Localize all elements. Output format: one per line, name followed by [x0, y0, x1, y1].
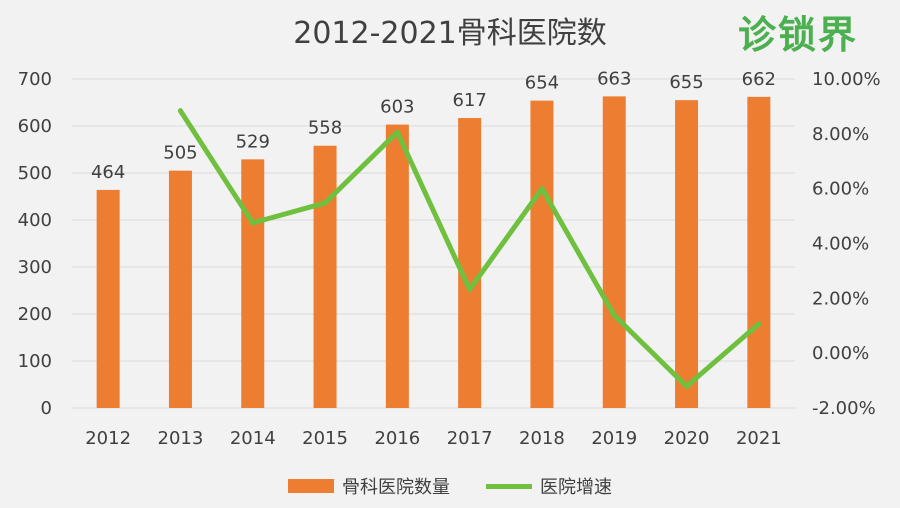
left-tick-label: 200: [18, 304, 52, 325]
x-tick-label: 2015: [302, 428, 348, 449]
legend-swatch-line: [486, 483, 532, 489]
bar[interactable]: [602, 96, 626, 408]
line-point[interactable]: [611, 312, 617, 318]
x-tick-label: 2013: [158, 428, 204, 449]
bar[interactable]: [241, 159, 265, 408]
bar-data-label: 464: [91, 162, 125, 183]
bar-data-label: 654: [525, 73, 559, 94]
bar-data-label: 617: [452, 90, 486, 111]
line-point[interactable]: [250, 220, 256, 226]
left-tick-label: 100: [18, 351, 52, 372]
right-tick-label: 10.00%: [812, 69, 881, 90]
legend-label-bar: 骨科医院数量: [342, 477, 450, 498]
bar-data-label: 663: [597, 68, 631, 89]
bar-data-label: 505: [163, 143, 197, 164]
bar-data-label: 558: [308, 118, 342, 139]
bar[interactable]: [385, 124, 409, 408]
left-tick-label: 700: [18, 69, 52, 90]
bar-data-labels: 464 505 529 558 603 617 654 663 655 662: [91, 68, 776, 183]
bar[interactable]: [96, 189, 120, 408]
x-tick-label: 2021: [736, 428, 782, 449]
bar[interactable]: [313, 145, 337, 409]
line-point[interactable]: [467, 287, 473, 293]
chart-title: 2012-2021骨科医院数: [293, 16, 607, 51]
x-tick-label: 2016: [374, 428, 420, 449]
gridlines: [72, 78, 795, 409]
legend-swatch-bar: [288, 479, 334, 493]
bar[interactable]: [675, 100, 699, 409]
bar-data-label: 529: [236, 131, 270, 152]
legend-item-line[interactable]: 医院增速: [486, 473, 612, 499]
x-tick-label: 2017: [447, 428, 493, 449]
right-tick-label: 2.00%: [812, 288, 869, 309]
legend-label-line: 医院增速: [540, 477, 612, 498]
left-tick-label: 500: [18, 163, 52, 184]
legend-item-bar[interactable]: 骨科医院数量: [288, 473, 450, 499]
right-tick-label: 0.00%: [812, 343, 869, 364]
bar[interactable]: [530, 100, 554, 409]
left-axis-ticks: 0 100 200 300 400 500 600 700: [18, 69, 52, 419]
x-tick-label: 2020: [664, 428, 710, 449]
right-tick-label: -2.00%: [812, 398, 876, 419]
line-point[interactable]: [684, 383, 690, 389]
bar-data-label: 662: [742, 69, 776, 90]
left-tick-label: 300: [18, 257, 52, 278]
legend: 骨科医院数量 医院增速: [0, 473, 900, 499]
line-point[interactable]: [394, 129, 400, 135]
right-axis-ticks: -2.00% 0.00% 2.00% 4.00% 6.00% 8.00% 10.00%: [812, 69, 881, 419]
bar[interactable]: [458, 118, 482, 408]
bar[interactable]: [747, 96, 771, 409]
bar-data-label: 603: [380, 97, 414, 118]
brand-logo: 诊锁界: [738, 13, 859, 57]
line-point[interactable]: [756, 321, 762, 327]
x-tick-label: 2018: [519, 428, 565, 449]
line-series: [177, 108, 762, 389]
left-tick-label: 600: [18, 116, 52, 137]
right-tick-label: 4.00%: [812, 234, 869, 255]
bar-data-label: 655: [669, 72, 703, 93]
line-point[interactable]: [177, 108, 183, 114]
right-tick-label: 8.00%: [812, 124, 869, 145]
left-tick-label: 0: [41, 398, 52, 419]
left-tick-label: 400: [18, 210, 52, 231]
x-tick-label: 2019: [591, 428, 637, 449]
x-tick-label: 2012: [85, 428, 131, 449]
right-tick-label: 6.00%: [812, 179, 869, 200]
x-axis-ticks: 2012 2013 2014 2015 2016 2017 2018 2019 2020 2021: [85, 428, 782, 449]
line-point[interactable]: [322, 200, 328, 206]
x-tick-label: 2014: [230, 428, 276, 449]
line-point[interactable]: [539, 186, 545, 192]
bar[interactable]: [168, 170, 192, 408]
